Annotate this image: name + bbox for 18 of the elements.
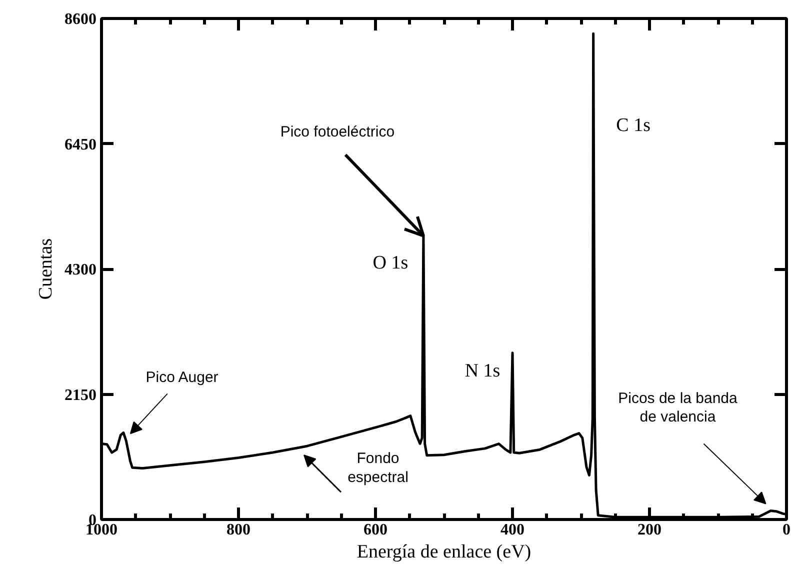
x-tick-label: 600	[364, 522, 388, 538]
annotation: O 1s	[372, 252, 408, 274]
x-tick-label: 400	[500, 522, 524, 538]
x-tick-label: 200	[638, 522, 662, 538]
x-axis-title: Energía de enlace (eV)	[356, 542, 532, 562]
annotation: Pico fotoeléctrico	[280, 123, 395, 140]
y-axis-title: Cuentas	[36, 238, 56, 300]
y-tick-label: 2150	[64, 386, 96, 404]
y-tick-label: 4300	[64, 262, 96, 278]
annotation: C 1s	[616, 115, 650, 136]
annotation: Fondo espectral	[348, 450, 408, 486]
y-tick-label: 6450	[64, 136, 96, 154]
x-tick-label: 800	[226, 522, 250, 538]
annotation: N 1s	[464, 360, 500, 382]
annotation: Pico Auger	[146, 369, 218, 386]
annotation: Picos de la banda de valencia	[618, 390, 738, 426]
x-tick-label: 0	[782, 522, 790, 538]
y-tick-label: 8600	[64, 11, 96, 28]
